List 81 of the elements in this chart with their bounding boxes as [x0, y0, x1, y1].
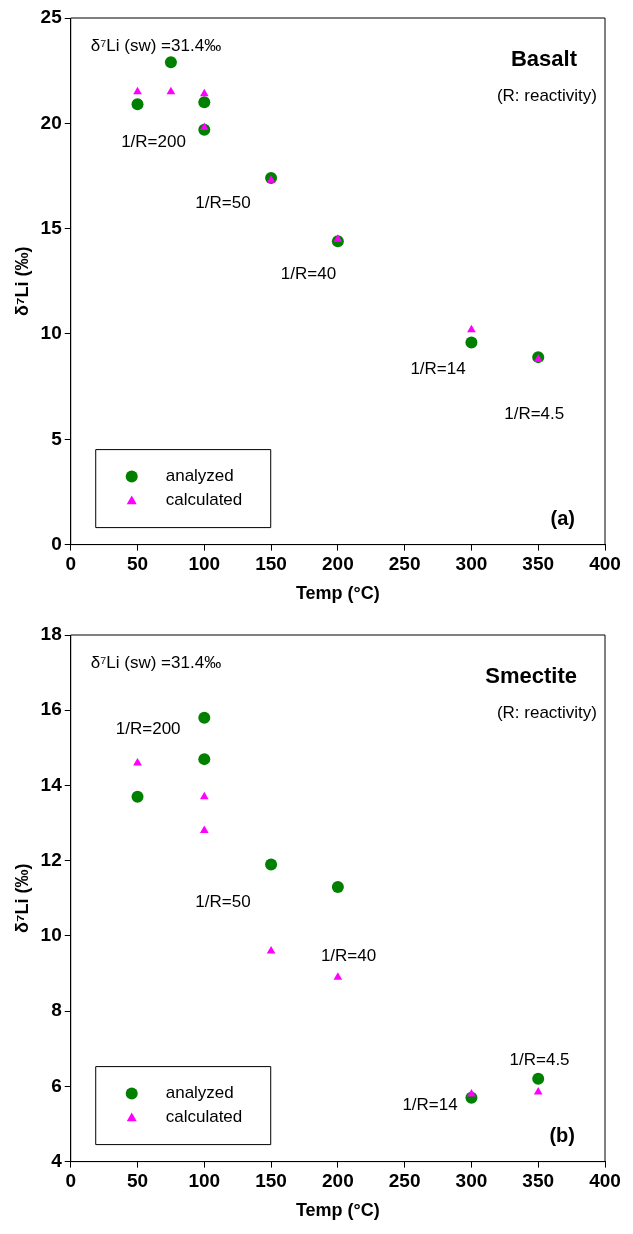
annotation: 1/R=40	[280, 263, 337, 283]
point	[166, 86, 176, 95]
y-tick-label: 18	[40, 623, 62, 645]
point	[131, 790, 144, 803]
point	[467, 324, 476, 333]
x-tick-label: 200	[322, 1170, 354, 1192]
x-tick-label: 400	[589, 553, 621, 575]
x-tick-label: 250	[388, 1170, 421, 1192]
x-tick-label: 350	[522, 553, 555, 575]
text: (R: reactivity)	[496, 85, 597, 105]
annotation: 1/R=14	[402, 1094, 458, 1114]
y-tick-label: 15	[40, 216, 63, 238]
point	[199, 122, 209, 131]
y-tick-label: 8	[51, 999, 62, 1021]
y-tick-label: 14	[40, 773, 63, 795]
point	[133, 757, 142, 766]
annotation: 1/R=40	[320, 946, 377, 966]
x-tick-label: 150	[255, 553, 287, 575]
point	[199, 825, 209, 834]
legend-label: calculated	[165, 1107, 243, 1127]
x-tick-label: 0	[65, 553, 77, 575]
y-tick-label: 4	[51, 1149, 63, 1171]
legend-label: calculated	[165, 490, 243, 510]
legend-label: analyzed	[165, 466, 234, 486]
x-axis-title: Temp (°C)	[295, 1200, 380, 1221]
y-tick-label: 0	[51, 532, 62, 554]
point	[266, 945, 276, 954]
y-tick-label: 16	[40, 698, 62, 720]
y-axis-title: δ⁷Li (‰)	[11, 863, 32, 933]
y-tick-label: 5	[51, 427, 63, 449]
text: (R: reactivity)	[496, 702, 597, 722]
x-tick-label: 50	[126, 1170, 149, 1192]
y-tick-label: 20	[40, 111, 62, 133]
point	[199, 88, 209, 97]
point	[131, 98, 144, 111]
y-tick-label: 10	[40, 322, 62, 344]
annotation: 1/R=50	[195, 891, 251, 911]
legend-label: analyzed	[165, 1083, 234, 1103]
y-axis-title: δ⁷Li (‰)	[11, 246, 32, 316]
x-tick-label: 0	[65, 1170, 77, 1192]
text: Basalt	[510, 46, 578, 72]
point	[467, 1088, 476, 1097]
x-tick-label: 400	[589, 1170, 621, 1192]
x-tick-label: 300	[455, 553, 488, 575]
x-tick-label: 350	[522, 1170, 555, 1192]
annotation: 1/R=14	[410, 359, 466, 379]
annotation: δ⁷Li (sw) =31.4‰	[90, 652, 222, 672]
point	[333, 234, 343, 242]
point	[333, 972, 343, 980]
annotation: 1/R=200	[121, 131, 186, 151]
point	[331, 881, 344, 894]
point	[198, 96, 211, 109]
annotation: 1/R=4.5	[509, 1049, 570, 1069]
point	[265, 858, 278, 871]
y-tick-label: 6	[51, 1074, 62, 1096]
x-axis-title: Temp (°C)	[295, 583, 380, 604]
point	[164, 56, 177, 69]
annotation: 1/R=4.5	[504, 403, 565, 423]
point	[133, 86, 142, 95]
x-tick-label: 100	[188, 553, 221, 575]
point	[533, 1087, 543, 1095]
x-tick-label: 50	[126, 553, 149, 575]
y-tick-label: 12	[40, 848, 62, 870]
annotation: (b)	[549, 1124, 575, 1147]
x-tick-label: 150	[255, 1170, 287, 1192]
x-tick-label: 100	[188, 1170, 221, 1192]
point	[532, 1072, 545, 1085]
annotation: 1/R=50	[195, 193, 251, 213]
x-tick-label: 300	[455, 1170, 488, 1192]
x-tick-label: 250	[388, 553, 421, 575]
text: Smectite	[485, 663, 577, 689]
point	[198, 753, 211, 766]
annotation: 1/R=200	[115, 718, 181, 738]
annotation: (a)	[550, 507, 575, 530]
x-tick-label: 200	[322, 553, 354, 575]
annotation: δ⁷Li (sw) =31.4‰	[90, 35, 222, 55]
point	[465, 336, 478, 349]
point	[198, 711, 211, 724]
y-tick-label: 10	[40, 924, 62, 946]
point	[199, 791, 209, 800]
y-tick-label: 25	[40, 6, 63, 28]
